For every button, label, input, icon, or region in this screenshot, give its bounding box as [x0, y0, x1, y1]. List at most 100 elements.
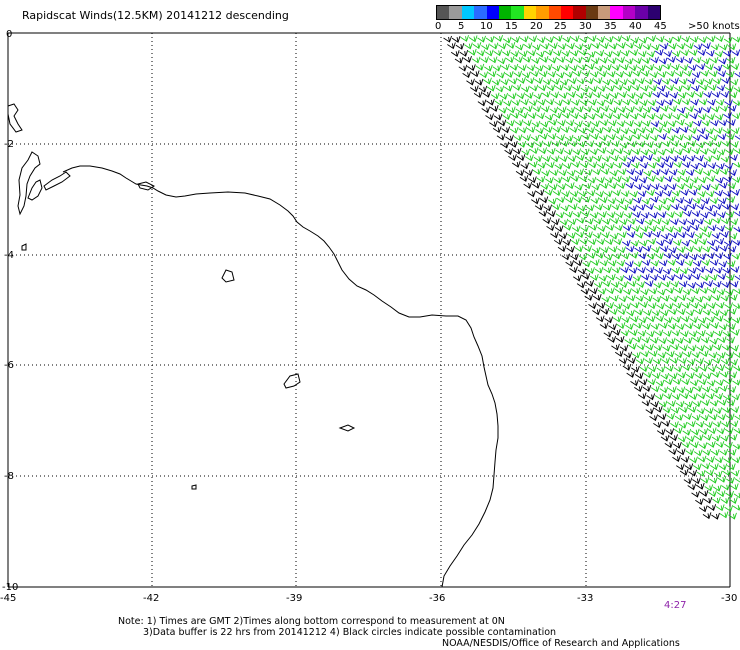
- wind-barb: [681, 301, 691, 309]
- wind-barb: [688, 64, 697, 72]
- wind-barb: [610, 217, 620, 225]
- wind-barb: [474, 78, 484, 86]
- wind-barb: [705, 330, 715, 338]
- wind-barb: [732, 504, 740, 511]
- wind-barb: [721, 406, 731, 414]
- wind-barb: [532, 105, 542, 113]
- wind-barb: [685, 245, 694, 253]
- wind-barb: [709, 476, 718, 484]
- wind-barb: [595, 315, 605, 323]
- wind-barb: [654, 126, 664, 133]
- wind-barb: [621, 112, 630, 119]
- wind-barb: [629, 190, 638, 198]
- wind-barb: [687, 202, 697, 210]
- wind-barb: [662, 344, 671, 352]
- wind-barb: [651, 385, 660, 393]
- wind-barb: [644, 154, 653, 161]
- wind-barb: [535, 64, 544, 72]
- wind-barb: [521, 85, 530, 93]
- wind-barb: [627, 357, 636, 364]
- wind-barb: [699, 225, 708, 233]
- wind-barb: [721, 77, 730, 84]
- wind-barb: [672, 252, 681, 260]
- wind-barb: [711, 512, 720, 520]
- wind-barb: [692, 56, 702, 64]
- wind-barb: [707, 427, 717, 435]
- wind-barb: [640, 69, 650, 77]
- wind-barb: [600, 42, 609, 50]
- wind-barb: [723, 36, 733, 44]
- wind-barb: [594, 203, 604, 211]
- wind-barb: [725, 210, 735, 218]
- wind-barb: [565, 56, 574, 64]
- wind-barb: [618, 357, 628, 365]
- wind-barb: [692, 134, 701, 142]
- wind-barb: [710, 43, 720, 51]
- wind-barb: [641, 273, 650, 281]
- wind-barb: [555, 211, 565, 219]
- wind-barb: [665, 428, 675, 436]
- wind-barb: [476, 49, 486, 57]
- wind-barb: [572, 84, 581, 92]
- wind-barb: [661, 78, 671, 85]
- wind-barb: [700, 336, 710, 344]
- wind-barb: [637, 64, 646, 72]
- wind-barb: [518, 50, 528, 58]
- wind-barb: [718, 463, 728, 471]
- wind-barb: [604, 35, 614, 43]
- wind-barb: [733, 288, 740, 295]
- wind-barb: [598, 134, 608, 142]
- wind-barb: [705, 63, 714, 71]
- wind-barb: [493, 49, 503, 57]
- wind-barb: [624, 134, 633, 142]
- wind-barb: [543, 126, 553, 134]
- wind-barb: [646, 189, 655, 197]
- wind-barb: [576, 281, 586, 289]
- wind-barb: [541, 169, 550, 177]
- wind-barb: [699, 350, 709, 358]
- wind-barb: [505, 56, 515, 63]
- wind-barb: [675, 400, 685, 408]
- wind-barb: [693, 106, 703, 114]
- wind-barb: [722, 190, 732, 197]
- wind-barb: [650, 183, 660, 191]
- wind-barb: [654, 266, 663, 274]
- wind-barb: [599, 322, 609, 330]
- wind-barb: [579, 237, 589, 245]
- wind-barb: [671, 329, 681, 337]
- wind-barb: [629, 315, 639, 323]
- wind-barb: [632, 274, 642, 282]
- wind-barb: [717, 475, 727, 483]
- wind-barb: [680, 315, 690, 323]
- wind-barb: [662, 204, 672, 211]
- wind-barb: [651, 246, 660, 254]
- wind-barb: [676, 323, 685, 331]
- wind-barb: [468, 35, 478, 43]
- wind-barb: [670, 421, 679, 429]
- wind-barb: [732, 239, 740, 246]
- wind-barb: [696, 203, 706, 210]
- wind-barb: [591, 246, 601, 254]
- wind-barb: [606, 211, 616, 219]
- wind-barb: [626, 168, 635, 176]
- wind-barb: [697, 316, 707, 324]
- wind-barb: [681, 176, 690, 183]
- wind-barb: [719, 244, 728, 252]
- wind-barb: [592, 168, 601, 176]
- wind-barb: [636, 77, 645, 85]
- wind-barb: [634, 385, 643, 393]
- wind-barb: [712, 153, 721, 161]
- wind-barb: [709, 56, 719, 64]
- wind-barb: [686, 435, 695, 443]
- legend-swatch: [548, 6, 561, 19]
- wind-barb: [706, 315, 716, 323]
- wind-barb: [685, 372, 695, 379]
- wind-barb: [543, 63, 553, 71]
- wind-barb: [712, 357, 721, 364]
- wind-barb: [567, 232, 576, 239]
- wind-barb: [634, 308, 644, 316]
- wind-barb: [683, 210, 692, 217]
- legend-tick: 25: [554, 21, 567, 32]
- wind-barb: [695, 498, 704, 505]
- wind-barb: [724, 427, 734, 434]
